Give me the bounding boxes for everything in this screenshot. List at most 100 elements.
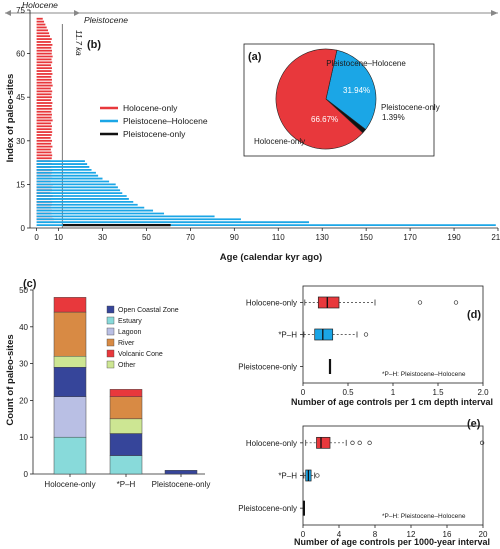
panel-b-y-tick-label: 45 [16, 93, 25, 102]
panel-b-x-tick-label: 130 [316, 233, 330, 242]
panel-c-y-tick-label: 0 [24, 470, 29, 479]
stacked-bar-segment [109, 418, 143, 434]
holocene-arrowhead-left [5, 10, 11, 16]
panel-a-label: (a) [248, 51, 262, 63]
legend-label: Estuary [118, 318, 142, 325]
y-tick-label: Pleistocene-only [238, 363, 297, 372]
panel-b-x-tick-label: 190 [447, 233, 461, 242]
y-tick-label: *P–H [278, 331, 297, 340]
panel-e-label: (e) [467, 418, 481, 430]
holocene-arrowhead-right [74, 10, 80, 16]
x-tick-label: 0 [301, 530, 306, 539]
panel-b-x-tick-label: 0 [34, 233, 39, 242]
panel-b-y-tick-label: 15 [16, 180, 25, 189]
panel-b-y-tick-label: 75 [16, 6, 25, 15]
stacked-bar-segment [53, 436, 87, 475]
panel-c-x-tick-label: *P–H [117, 480, 136, 489]
pie-label-pleistocene-only: Pleistocene-only [381, 103, 440, 112]
panel-b-x-tick-label: 50 [142, 233, 151, 242]
y-tick-label: Holocene-only [246, 439, 297, 448]
panel-c-legend: Open Coastal Zone Estuary Lagoon River Volca… [106, 305, 179, 369]
panel-c-x-tick-label: Holocene-only [44, 480, 95, 489]
x-tick-label: 8 [373, 530, 378, 539]
legend-label-pleistocene-only: Pleistocene-only [123, 129, 186, 139]
panel-c-y-tick-label: 20 [19, 396, 28, 405]
box-iqr [314, 328, 334, 341]
x-tick-label: 1 [391, 388, 396, 397]
x-tick-label: 4 [337, 530, 342, 539]
stacked-bar-segment [164, 470, 198, 475]
box-iqr [316, 436, 331, 449]
box-outlier [363, 332, 369, 337]
x-tick-label: 16 [443, 530, 452, 539]
x-tick-label: 0 [301, 388, 306, 397]
panel-c-y-tick-label: 40 [19, 323, 28, 332]
panel-b-x-tick-label: 30 [98, 233, 107, 242]
y-tick-label: Holocene-only [246, 298, 297, 307]
panel-b-ylabel: Index of paleo-sites [5, 74, 16, 163]
pie-value-pleistocene-holocene: 31.94% [343, 86, 370, 95]
panel-b-bars [36, 17, 496, 227]
panel-d-label: (d) [467, 309, 481, 321]
legend-label: Volcanic Cone [118, 351, 163, 358]
panel-b-x-tick-label: 150 [359, 233, 373, 242]
stacked-bar-segment [53, 367, 87, 397]
legend-label: Open Coastal Zone [118, 307, 179, 314]
stacked-bar-segment [53, 297, 87, 313]
legend-label: River [118, 340, 135, 347]
box-outlier [315, 473, 320, 478]
panel-b-x-tick-label: 90 [230, 233, 239, 242]
panel-a-inset: (a) Pleistocene–Holocene Pleistocene-onl… [243, 43, 440, 157]
panel-b-x-tick-label: 10 [54, 233, 63, 242]
legend-swatch [106, 349, 115, 358]
stacked-bar-segment [53, 311, 87, 357]
pie-slice-pleistocene_holocene [325, 49, 377, 130]
y-tick-label: *P–H [278, 472, 297, 481]
stacked-bar-segment [109, 389, 143, 397]
panel-b-y-tick-label: 60 [16, 50, 25, 59]
panel-d-boxplot: (d) 0 0.5 1 1.5 2.0 Holocene-only *P–H Pleistoc… [238, 285, 493, 407]
panel-b-xlabel: Age (calendar kyr ago) [220, 252, 322, 263]
box-outlier [350, 440, 355, 445]
box-outlier [357, 440, 362, 445]
panel-c-label: (c) [23, 278, 37, 290]
box-outlier [453, 300, 459, 305]
panel-b-legend: Holocene-only Pleistocene–Holocene Pleis… [100, 103, 208, 139]
panel-e-boxplot: (e) 0 4 8 12 16 20 Holocene-only *P–H Pleistocen… [238, 418, 490, 547]
panel-c-y-tick-label: 50 [19, 286, 28, 295]
panel-c-x-tick-label: Pleistocene-only [152, 480, 211, 489]
legend-label: Other [118, 362, 136, 369]
ka-label: 11.7 ka [74, 30, 83, 56]
stacked-bar-segment [53, 396, 87, 438]
panel-b-range-chart: Holocene Pleistocene 11.7 ka (b) 0 10 30 50… [5, 0, 500, 263]
panel-b-y-tick-label: 30 [16, 137, 25, 146]
box-outlier [417, 300, 423, 305]
x-tick-label: 20 [479, 530, 488, 539]
x-tick-label: 1.5 [432, 388, 444, 397]
panel-b-x-tick-label: 110 [272, 233, 285, 242]
panel-e-plot: 0 4 8 12 16 20 Holocene-only *P–H Pleistocene-on… [238, 425, 488, 539]
panel-c-y-tick-label: 30 [19, 360, 28, 369]
panel-b-label: (b) [87, 39, 101, 51]
stacked-bar-segment [109, 396, 143, 420]
legend-swatch [106, 338, 115, 347]
legend-swatch [106, 360, 115, 369]
panel-d-plot: 0 0.5 1 1.5 2.0 Holocene-only *P–H Pleistocene-… [238, 285, 489, 397]
stacked-bar-segment [109, 455, 143, 475]
panel-d-xlabel: Number of age controls per 1 cm depth in… [291, 397, 493, 407]
panel-c-stacked-bar: (c) 0 10 20 30 40 50 Holocene-only *P–H Pleistoc… [5, 278, 210, 489]
panel-c-axes: 0 10 20 30 40 50 Holocene-only *P–H Pleistocene-… [19, 286, 210, 489]
legend-swatch [106, 305, 115, 314]
legend-swatch [106, 327, 115, 336]
panel-a-pie [275, 48, 377, 150]
legend-label: Lagoon [118, 329, 141, 336]
stacked-bar-segment [53, 355, 87, 368]
panel-d-note: *P–H: Pleistocene–Holocene [382, 371, 466, 378]
pie-label-holocene-only: Holocene-only [254, 137, 305, 146]
holocene-label: Holocene [22, 0, 58, 10]
pie-label-pleistocene-holocene: Pleistocene–Holocene [326, 59, 406, 68]
panel-c-ylabel: Count of paleo-sites [5, 334, 16, 425]
panel-b-x-tick-label: 70 [186, 233, 195, 242]
panel-e-xlabel: Number of age controls per 1000-year int… [294, 537, 490, 547]
